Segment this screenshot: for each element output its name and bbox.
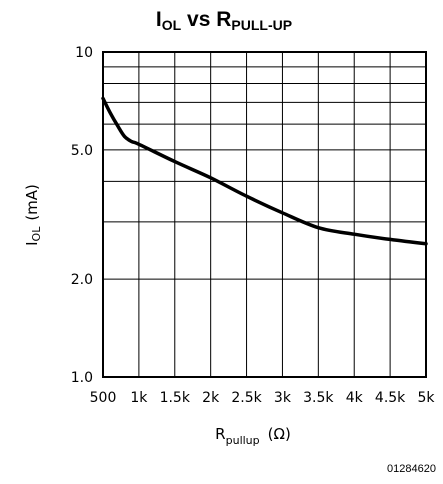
y-tick-label: 1.0 [71, 370, 93, 386]
plot-frame [102, 51, 427, 378]
x-tick-label: 2.5k [231, 390, 262, 406]
x-tick-label: 500 [90, 390, 117, 406]
x-tick-label: 1k [130, 390, 148, 406]
y-tick-labels: 1.0 2.0 5.0 10 [71, 45, 93, 386]
x-tick-label: 4.5k [375, 390, 406, 406]
x-tick-label: 2k [202, 390, 220, 406]
x-axis-label: Rpullup (Ω) [215, 425, 291, 447]
x-tick-label: 3k [274, 390, 292, 406]
x-tick-label: 4k [346, 390, 364, 406]
x-tick-labels: 500 1k 1.5k 2k 2.5k 3k 3.5k 4k 4.5k 5k [90, 390, 436, 406]
x-tick-label: 3.5k [303, 390, 334, 406]
y-axis-label: IOL(mA) [23, 184, 43, 246]
x-tick-label: 1.5k [160, 390, 191, 406]
figure-code: 01284620 [387, 463, 436, 475]
x-tick-label: 5k [417, 390, 435, 406]
y-tick-label: 10 [75, 45, 93, 61]
chart-title: IOL vs RPULL-UP [156, 8, 292, 33]
y-tick-label: 5.0 [71, 143, 93, 159]
grid [102, 51, 427, 378]
data-line [101, 96, 428, 246]
y-tick-label: 2.0 [71, 272, 93, 288]
